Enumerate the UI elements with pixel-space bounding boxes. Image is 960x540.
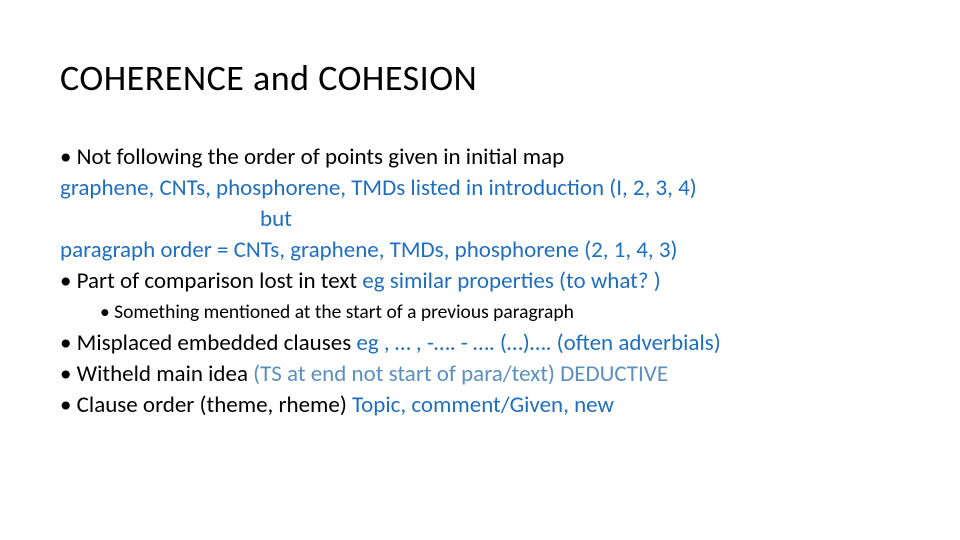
slide-title: COHERENCE and COHESION (60, 56, 900, 100)
bullet-line-1: • Not following the order of points give… (60, 142, 900, 173)
but-line: but (60, 204, 900, 235)
bullet-line-2-lead: • Part of comparison lost in text (60, 267, 362, 295)
bullet-line-5-note: Topic, comment/Given, new (352, 391, 614, 419)
slide-content: • Not following the order of points give… (60, 142, 900, 421)
bullet-line-3-lead: • Misplaced embedded clauses (60, 329, 356, 357)
bullet-line-4-note: (TS at end not start of para/text) DEDUC… (253, 360, 668, 388)
bullet-line-4: • Witheld main idea (TS at end not start… (60, 359, 900, 390)
example-line-2: paragraph order = CNTs, graphene, TMDs, … (60, 235, 900, 266)
bullet-line-2: • Part of comparison lost in text eg sim… (60, 266, 900, 297)
bullet-line-5-lead: • Clause order (theme, rheme) (60, 391, 352, 419)
bullet-line-3-example: eg , … , -…. - …. (…)…. (often adverbial… (356, 329, 720, 357)
bullet-line-4-lead: • Witheld main idea (60, 360, 253, 388)
bullet-line-3: • Misplaced embedded clauses eg , … , -…… (60, 328, 900, 359)
example-line-1: graphene, CNTs, phosphorene, TMDs listed… (60, 173, 900, 204)
sub-bullet-line: • Something mentioned at the start of a … (60, 299, 900, 325)
bullet-line-5: • Clause order (theme, rheme) Topic, com… (60, 390, 900, 421)
slide: COHERENCE and COHESION • Not following t… (0, 0, 960, 540)
bullet-line-2-example: eg similar properties (to what? ) (362, 267, 660, 295)
